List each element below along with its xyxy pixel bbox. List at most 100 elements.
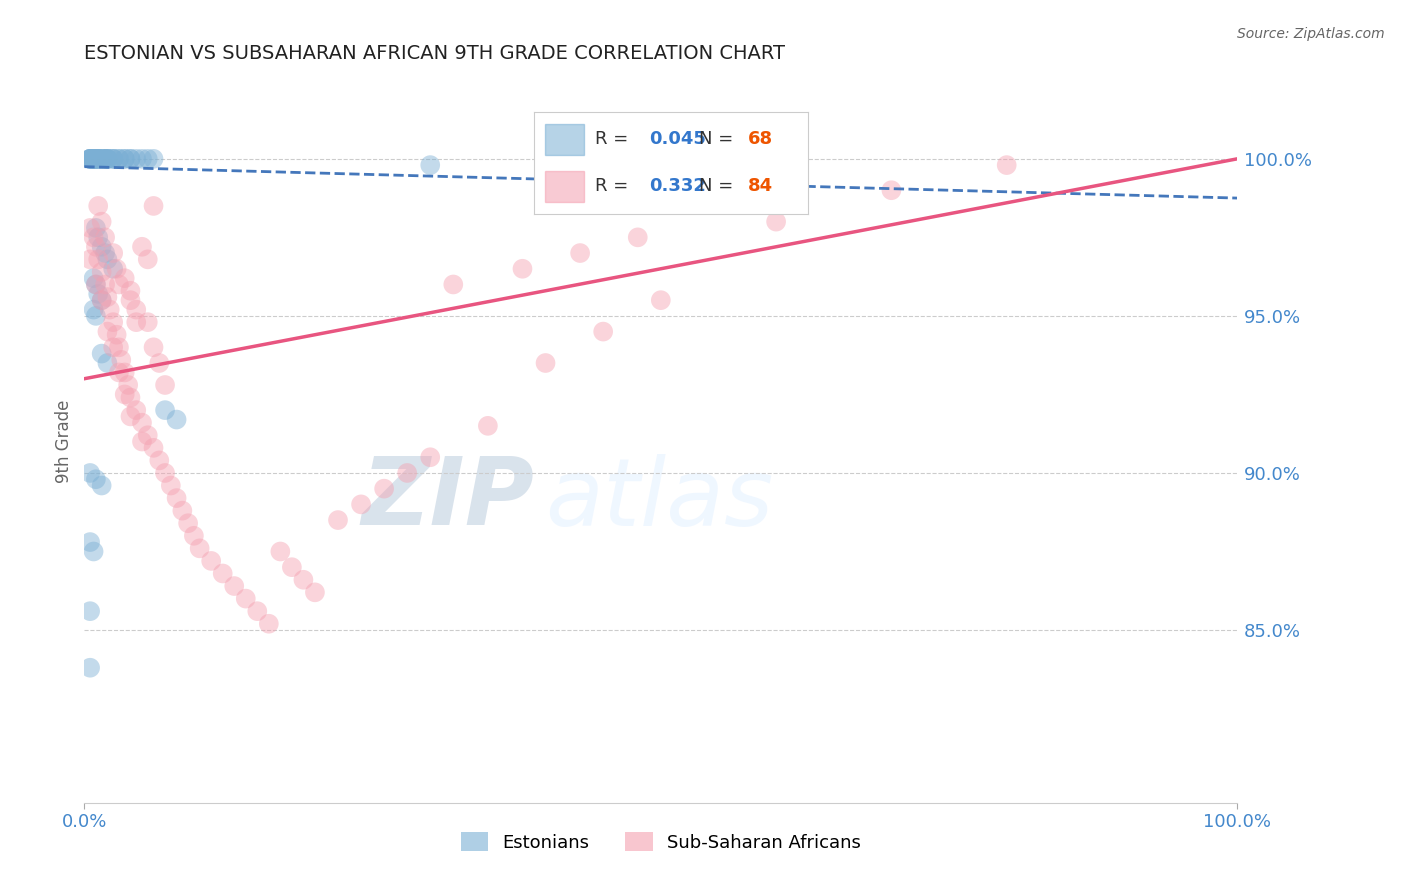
Point bbox=[627, 230, 650, 244]
Point bbox=[142, 441, 165, 455]
Point bbox=[142, 152, 165, 166]
Text: 0.332: 0.332 bbox=[650, 178, 706, 195]
Point bbox=[136, 428, 159, 442]
Text: 84: 84 bbox=[748, 178, 773, 195]
Point bbox=[995, 158, 1018, 172]
Point bbox=[136, 315, 159, 329]
Point bbox=[153, 403, 176, 417]
Point bbox=[94, 230, 117, 244]
Point bbox=[103, 340, 124, 354]
Point bbox=[96, 152, 118, 166]
Legend: Estonians, Sub-Saharan Africans: Estonians, Sub-Saharan Africans bbox=[454, 825, 868, 859]
Point bbox=[183, 529, 205, 543]
Point bbox=[82, 152, 104, 166]
Point bbox=[84, 152, 107, 166]
Point bbox=[84, 152, 107, 166]
Point bbox=[84, 152, 107, 166]
Point bbox=[79, 152, 101, 166]
Point bbox=[79, 535, 101, 549]
Point bbox=[90, 214, 112, 228]
Point bbox=[79, 221, 101, 235]
Text: N =: N = bbox=[699, 130, 738, 148]
Point bbox=[765, 214, 787, 228]
Point bbox=[87, 230, 110, 244]
Point bbox=[79, 466, 101, 480]
Point bbox=[79, 152, 101, 166]
Text: Source: ZipAtlas.com: Source: ZipAtlas.com bbox=[1237, 27, 1385, 41]
Point bbox=[292, 573, 315, 587]
Point bbox=[84, 152, 107, 166]
Point bbox=[87, 152, 110, 166]
Point bbox=[136, 252, 159, 267]
Point bbox=[880, 183, 903, 197]
Point bbox=[534, 356, 557, 370]
Point bbox=[103, 152, 124, 166]
Point bbox=[120, 284, 142, 298]
Point bbox=[350, 497, 373, 511]
FancyBboxPatch shape bbox=[546, 171, 583, 202]
Text: R =: R = bbox=[595, 130, 634, 148]
Point bbox=[114, 366, 136, 380]
Point bbox=[125, 302, 148, 317]
Point bbox=[103, 152, 124, 166]
Point bbox=[90, 240, 112, 254]
Point bbox=[96, 325, 118, 339]
Point bbox=[177, 516, 200, 531]
Point bbox=[166, 491, 188, 505]
Point bbox=[94, 277, 117, 292]
Point bbox=[79, 152, 101, 166]
Point bbox=[304, 585, 326, 599]
Point bbox=[87, 199, 110, 213]
Point bbox=[84, 472, 107, 486]
Text: ZIP: ZIP bbox=[361, 453, 534, 545]
Point bbox=[83, 230, 105, 244]
Point bbox=[108, 366, 131, 380]
Point bbox=[114, 152, 136, 166]
Point bbox=[79, 604, 101, 618]
Point bbox=[257, 616, 280, 631]
Point bbox=[90, 346, 112, 360]
Point bbox=[153, 466, 176, 480]
Point bbox=[94, 152, 117, 166]
Y-axis label: 9th Grade: 9th Grade bbox=[55, 400, 73, 483]
Text: atlas: atlas bbox=[546, 454, 773, 545]
Point bbox=[90, 152, 112, 166]
Point bbox=[765, 158, 787, 172]
Text: R =: R = bbox=[595, 178, 634, 195]
Point bbox=[592, 158, 614, 172]
Point bbox=[84, 152, 107, 166]
Point bbox=[125, 403, 148, 417]
Point bbox=[108, 277, 131, 292]
Point bbox=[87, 286, 110, 301]
Point bbox=[84, 309, 107, 323]
Point bbox=[94, 246, 117, 260]
Text: ESTONIAN VS SUBSAHARAN AFRICAN 9TH GRADE CORRELATION CHART: ESTONIAN VS SUBSAHARAN AFRICAN 9TH GRADE… bbox=[84, 45, 786, 63]
Point bbox=[84, 240, 107, 254]
Point bbox=[148, 453, 170, 467]
Point bbox=[83, 302, 105, 317]
Point bbox=[79, 661, 101, 675]
Point bbox=[110, 352, 132, 367]
Point bbox=[172, 503, 194, 517]
Point bbox=[131, 416, 153, 430]
Point bbox=[120, 391, 142, 405]
Point bbox=[235, 591, 257, 606]
Point bbox=[166, 412, 188, 426]
Point bbox=[153, 378, 176, 392]
Point bbox=[188, 541, 211, 556]
Point bbox=[120, 152, 142, 166]
Point bbox=[125, 315, 148, 329]
Point bbox=[105, 261, 128, 276]
Point bbox=[131, 240, 153, 254]
Point bbox=[117, 378, 139, 392]
Point bbox=[84, 277, 107, 292]
Point bbox=[396, 466, 419, 480]
Point bbox=[131, 152, 153, 166]
Point bbox=[79, 252, 101, 267]
Point bbox=[90, 293, 112, 308]
Point bbox=[592, 325, 614, 339]
Point bbox=[87, 252, 110, 267]
Point bbox=[200, 554, 222, 568]
Point bbox=[103, 152, 124, 166]
Point bbox=[96, 152, 118, 166]
